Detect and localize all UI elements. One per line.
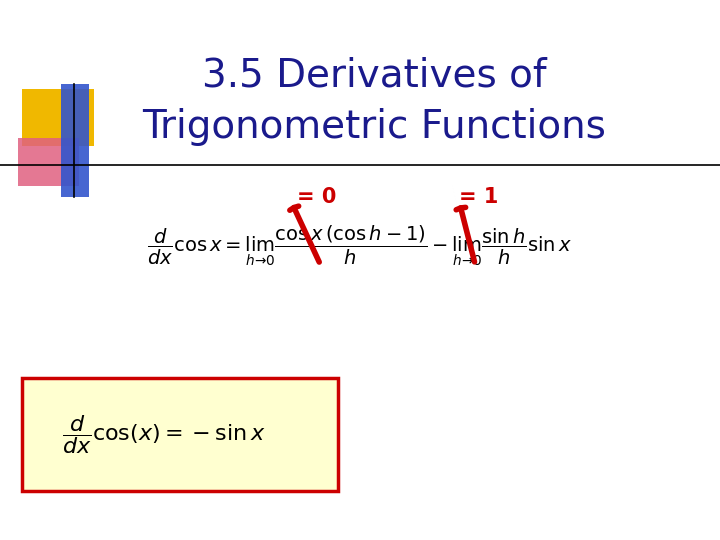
Bar xyxy=(18,138,79,186)
Bar xyxy=(61,84,89,197)
Text: $\dfrac{d}{dx}\cos(x) = -\sin x$: $\dfrac{d}{dx}\cos(x) = -\sin x$ xyxy=(63,413,266,456)
Text: Trigonometric Functions: Trigonometric Functions xyxy=(143,108,606,146)
Bar xyxy=(22,89,94,146)
Text: = 0: = 0 xyxy=(297,187,336,207)
Text: = 1: = 1 xyxy=(459,187,498,207)
Text: $\dfrac{d}{dx}\cos x = \lim_{h\to 0}\dfrac{\cos x\,(\cos h - 1)}{h} - \lim_{h\to: $\dfrac{d}{dx}\cos x = \lim_{h\to 0}\dfr… xyxy=(148,224,572,268)
Text: 3.5 Derivatives of: 3.5 Derivatives of xyxy=(202,57,546,94)
Bar xyxy=(22,378,338,491)
